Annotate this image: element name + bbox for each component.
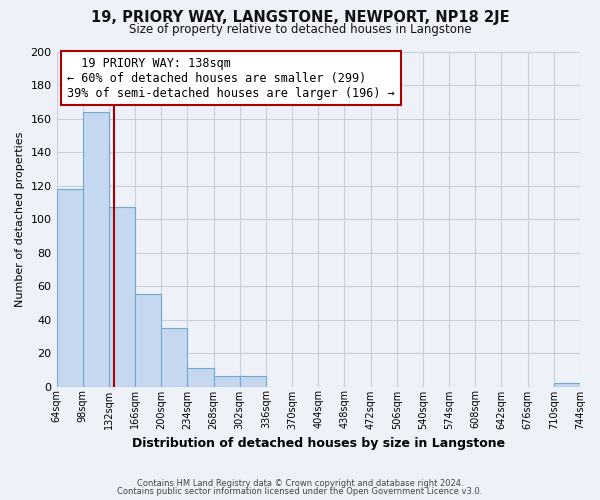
Text: Contains HM Land Registry data © Crown copyright and database right 2024.: Contains HM Land Registry data © Crown c… — [137, 478, 463, 488]
Bar — [161, 328, 187, 386]
X-axis label: Distribution of detached houses by size in Langstone: Distribution of detached houses by size … — [132, 437, 505, 450]
Bar — [83, 112, 109, 386]
Text: 19 PRIORY WAY: 138sqm
← 60% of detached houses are smaller (299)
39% of semi-det: 19 PRIORY WAY: 138sqm ← 60% of detached … — [67, 56, 395, 100]
Bar — [56, 189, 83, 386]
Text: Size of property relative to detached houses in Langstone: Size of property relative to detached ho… — [128, 22, 472, 36]
Bar — [135, 294, 161, 386]
Bar — [109, 208, 135, 386]
Bar — [240, 376, 266, 386]
Y-axis label: Number of detached properties: Number of detached properties — [15, 132, 25, 306]
Bar — [187, 368, 214, 386]
Text: Contains public sector information licensed under the Open Government Licence v3: Contains public sector information licen… — [118, 487, 482, 496]
Bar — [214, 376, 240, 386]
Text: 19, PRIORY WAY, LANGSTONE, NEWPORT, NP18 2JE: 19, PRIORY WAY, LANGSTONE, NEWPORT, NP18… — [91, 10, 509, 25]
Bar — [554, 383, 580, 386]
